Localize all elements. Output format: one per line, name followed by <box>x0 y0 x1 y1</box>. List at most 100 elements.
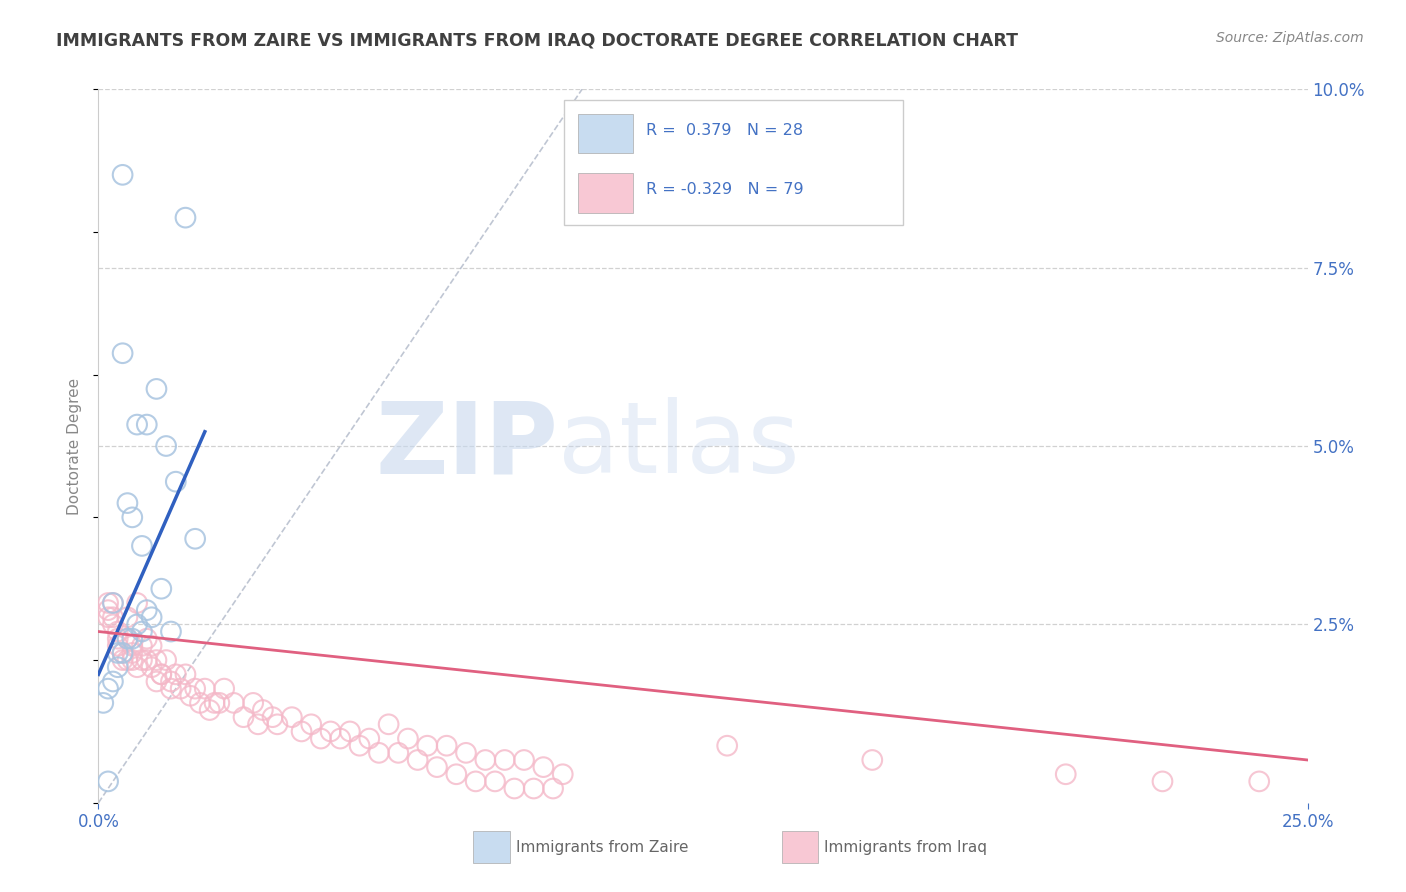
Point <box>135 603 157 617</box>
Point <box>281 710 304 724</box>
Point <box>242 696 264 710</box>
Point <box>368 746 391 760</box>
Point <box>141 610 163 624</box>
Text: ZIP: ZIP <box>375 398 558 494</box>
Text: Immigrants from Iraq: Immigrants from Iraq <box>824 840 987 855</box>
Point <box>160 624 183 639</box>
Point <box>145 382 167 396</box>
Point <box>91 696 114 710</box>
Point <box>484 774 506 789</box>
Point <box>503 781 526 796</box>
Point <box>101 617 124 632</box>
Point <box>198 703 221 717</box>
Point <box>262 710 284 724</box>
Text: R =  0.379   N = 28: R = 0.379 N = 28 <box>647 123 803 138</box>
Point <box>716 739 738 753</box>
Point <box>188 696 211 710</box>
Point <box>97 596 120 610</box>
Point <box>541 781 564 796</box>
Point <box>1054 767 1077 781</box>
Point <box>1249 774 1271 789</box>
Point <box>150 667 173 681</box>
Point <box>131 639 153 653</box>
Y-axis label: Doctorate Degree: Doctorate Degree <box>67 377 83 515</box>
Point <box>349 739 371 753</box>
Point <box>117 610 139 624</box>
Point <box>494 753 516 767</box>
Point <box>194 681 217 696</box>
Point <box>446 767 468 781</box>
Point <box>184 532 207 546</box>
Point <box>266 717 288 731</box>
Point <box>426 760 449 774</box>
Point <box>406 753 429 767</box>
Text: R = -0.329   N = 79: R = -0.329 N = 79 <box>647 182 804 197</box>
Point <box>107 632 129 646</box>
Point <box>290 724 312 739</box>
Point <box>160 674 183 689</box>
FancyBboxPatch shape <box>578 114 633 153</box>
Point <box>474 753 496 767</box>
Point <box>299 717 322 731</box>
Point <box>454 746 477 760</box>
Point <box>204 696 226 710</box>
Point <box>131 624 153 639</box>
Point <box>101 674 124 689</box>
Point <box>309 731 332 746</box>
Point <box>127 417 149 432</box>
Point <box>127 596 149 610</box>
Point <box>101 596 124 610</box>
Point <box>232 710 254 724</box>
Point <box>135 653 157 667</box>
Point <box>131 539 153 553</box>
Point <box>155 439 177 453</box>
Point <box>97 603 120 617</box>
Point <box>111 168 134 182</box>
Point <box>135 417 157 432</box>
Point <box>131 653 153 667</box>
Point <box>117 632 139 646</box>
FancyBboxPatch shape <box>564 100 903 225</box>
Point <box>531 760 554 774</box>
Point <box>416 739 439 753</box>
Point <box>117 496 139 510</box>
Point <box>464 774 486 789</box>
Point <box>117 632 139 646</box>
Point <box>513 753 536 767</box>
Point <box>117 653 139 667</box>
Point <box>121 632 143 646</box>
Point <box>150 582 173 596</box>
Point <box>387 746 409 760</box>
Text: atlas: atlas <box>558 398 800 494</box>
Text: Source: ZipAtlas.com: Source: ZipAtlas.com <box>1216 31 1364 45</box>
Point <box>97 681 120 696</box>
Point <box>121 646 143 660</box>
Point <box>319 724 342 739</box>
Point <box>339 724 361 739</box>
Point <box>107 646 129 660</box>
Point <box>184 681 207 696</box>
Point <box>551 767 574 781</box>
Point <box>135 632 157 646</box>
Point <box>101 596 124 610</box>
Point <box>247 717 270 731</box>
Point <box>127 660 149 674</box>
Point <box>165 475 187 489</box>
Point <box>523 781 546 796</box>
Point <box>155 653 177 667</box>
Point <box>107 624 129 639</box>
Point <box>145 674 167 689</box>
Point <box>145 653 167 667</box>
Point <box>377 717 399 731</box>
Point <box>101 610 124 624</box>
Point <box>212 681 235 696</box>
Point <box>111 653 134 667</box>
Point <box>111 346 134 360</box>
Point <box>107 639 129 653</box>
Point <box>396 731 419 746</box>
Point <box>150 667 173 681</box>
Point <box>860 753 883 767</box>
FancyBboxPatch shape <box>474 831 509 863</box>
Point <box>141 639 163 653</box>
Point <box>1152 774 1174 789</box>
